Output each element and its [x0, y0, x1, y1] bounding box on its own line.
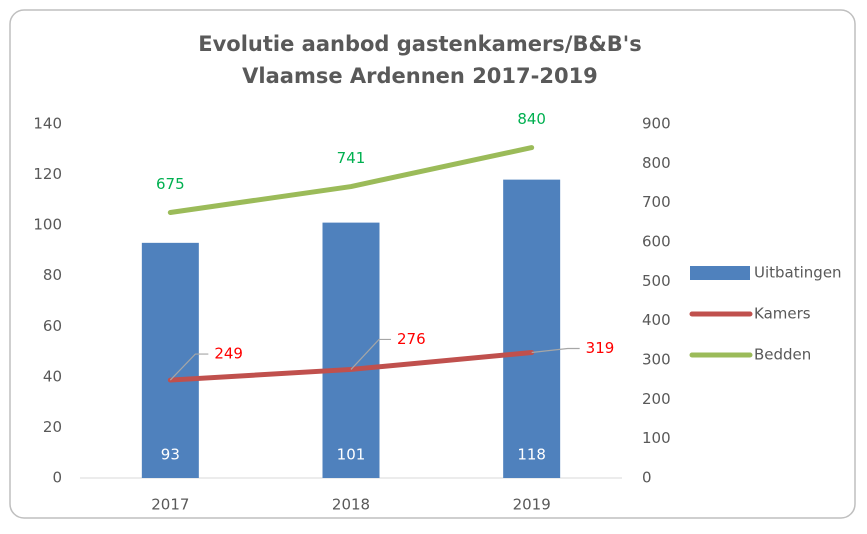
chart-title: Vlaamse Ardennen 2017-2019	[242, 64, 598, 88]
y2-tick-label: 0	[642, 469, 652, 487]
legend-swatch	[690, 266, 750, 280]
data-label: 93	[161, 446, 180, 464]
x-tick-label: 2019	[513, 496, 551, 514]
chart-border	[9, 9, 856, 519]
data-label: 319	[586, 339, 615, 357]
y2-tick-label: 800	[642, 154, 671, 172]
legend-label: Bedden	[754, 346, 811, 364]
bar	[322, 222, 380, 478]
y2-tick-label: 500	[642, 272, 671, 290]
x-tick-label: 2017	[151, 496, 189, 514]
y-tick-label: 120	[33, 165, 62, 183]
leader-line	[350, 338, 391, 370]
y-tick-label: 80	[43, 266, 62, 284]
y-tick-label: 40	[43, 367, 62, 385]
leader-line	[531, 347, 580, 354]
y-tick-label: 20	[43, 418, 62, 436]
y-tick-label: 60	[43, 317, 62, 335]
chart-title: Evolutie aanbod gastenkamers/B&B's	[198, 32, 641, 56]
y-tick-label: 140	[33, 115, 62, 133]
data-label: 118	[517, 446, 546, 464]
y2-tick-label: 400	[642, 311, 671, 329]
y2-tick-label: 700	[642, 193, 671, 211]
y2-tick-label: 200	[642, 390, 671, 408]
leader-line	[169, 353, 209, 381]
y2-tick-label: 100	[642, 429, 671, 447]
data-label: 675	[156, 175, 185, 193]
legend-label: Uitbatingen	[754, 264, 842, 282]
y-tick-label: 100	[33, 216, 62, 234]
bar	[503, 179, 561, 478]
data-label: 741	[337, 149, 366, 167]
data-label: 840	[517, 110, 546, 128]
legend-label: Kamers	[754, 305, 811, 323]
y2-tick-label: 600	[642, 233, 671, 251]
bar	[141, 242, 199, 478]
data-label: 249	[214, 345, 243, 363]
data-label: 101	[337, 446, 366, 464]
y-tick-label: 0	[52, 469, 62, 487]
y2-tick-label: 300	[642, 351, 671, 369]
x-tick-label: 2018	[332, 496, 370, 514]
line	[167, 145, 535, 215]
data-label: 276	[397, 330, 426, 348]
y2-tick-label: 900	[642, 115, 671, 133]
